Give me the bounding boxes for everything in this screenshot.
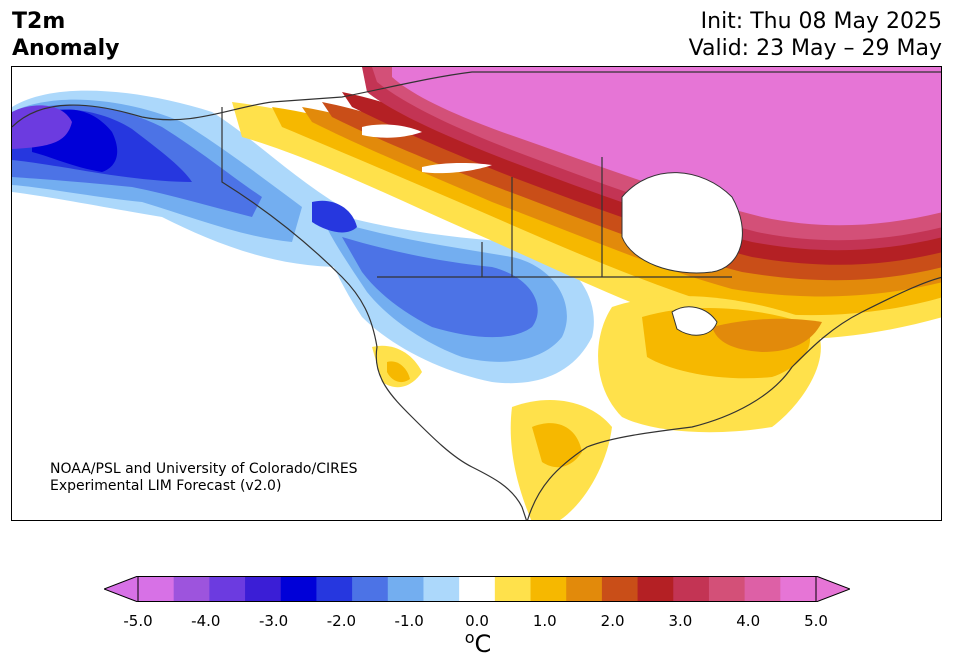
credit-line-1: NOAA/PSL and University of Colorado/CIRE… bbox=[50, 461, 358, 477]
colorbar-segment bbox=[637, 576, 674, 602]
colorbar-tick-label: 1.0 bbox=[532, 612, 557, 630]
colorbar-segment bbox=[780, 576, 817, 602]
colorbar-tick-label: 4.0 bbox=[736, 612, 761, 630]
warm-anomaly-east bbox=[372, 296, 822, 520]
colorbar-segment bbox=[352, 576, 389, 602]
title-variable: T2m bbox=[12, 9, 66, 34]
colorbar-segment bbox=[173, 576, 210, 602]
colorbar-tick-label: -1.0 bbox=[394, 612, 424, 630]
colorbar-segment bbox=[316, 576, 353, 602]
colorbar bbox=[104, 576, 850, 602]
colorbar-segment bbox=[530, 576, 567, 602]
colorbar-tick-label: 3.0 bbox=[668, 612, 693, 630]
boundaries bbox=[12, 71, 941, 520]
colorbar-frame bbox=[137, 576, 817, 602]
anomaly-map: NOAA/PSL and University of Colorado/CIRE… bbox=[11, 66, 942, 521]
colorbar-segment bbox=[209, 576, 246, 602]
colorbar-segment bbox=[138, 576, 175, 602]
map-canvas bbox=[12, 67, 941, 520]
unit-label: oC bbox=[464, 628, 492, 658]
title-field: Anomaly bbox=[12, 36, 120, 61]
colorbar-segment bbox=[494, 576, 532, 602]
colorbar-segment bbox=[566, 576, 603, 602]
data-credit: NOAA/PSL and University of Colorado/CIRE… bbox=[50, 461, 358, 495]
init-date: Init: Thu 08 May 2025 bbox=[700, 9, 942, 34]
colorbar-segment bbox=[744, 576, 781, 602]
water-bodies bbox=[362, 124, 743, 336]
colorbar-tick-label: 5.0 bbox=[804, 612, 828, 630]
colorbar-segment bbox=[459, 576, 496, 602]
colorbar-tick-label: 2.0 bbox=[600, 612, 625, 630]
colorbar-segment bbox=[423, 576, 460, 602]
colorbar-segment bbox=[245, 576, 282, 602]
colorbar-tick-label: -4.0 bbox=[191, 612, 221, 630]
colorbar-tick-label: -5.0 bbox=[123, 612, 153, 630]
colorbar-segment bbox=[601, 576, 639, 602]
forecast-dates: Init: Thu 08 May 2025 Valid: 23 May – 29… bbox=[689, 8, 942, 62]
colorbar-segment bbox=[673, 576, 710, 602]
map-title: T2m Anomaly bbox=[12, 8, 119, 62]
colorbar-tick-label: 0.0 bbox=[465, 612, 489, 630]
colorbar-tick-label: -2.0 bbox=[326, 612, 357, 630]
credit-line-2: Experimental LIM Forecast (v2.0) bbox=[50, 478, 282, 494]
cold-anomaly-alaska bbox=[12, 90, 342, 268]
colorbar-under-arrow bbox=[104, 576, 139, 602]
colorbar-segment bbox=[280, 576, 317, 602]
colorbar-segment bbox=[708, 576, 746, 602]
colorbar-over-arrow bbox=[815, 576, 850, 602]
colorbar-tick-label: -3.0 bbox=[258, 612, 289, 630]
warm-anomaly-canada bbox=[232, 67, 941, 340]
valid-range: Valid: 23 May – 29 May bbox=[688, 36, 942, 61]
colorbar-segment bbox=[387, 576, 424, 602]
